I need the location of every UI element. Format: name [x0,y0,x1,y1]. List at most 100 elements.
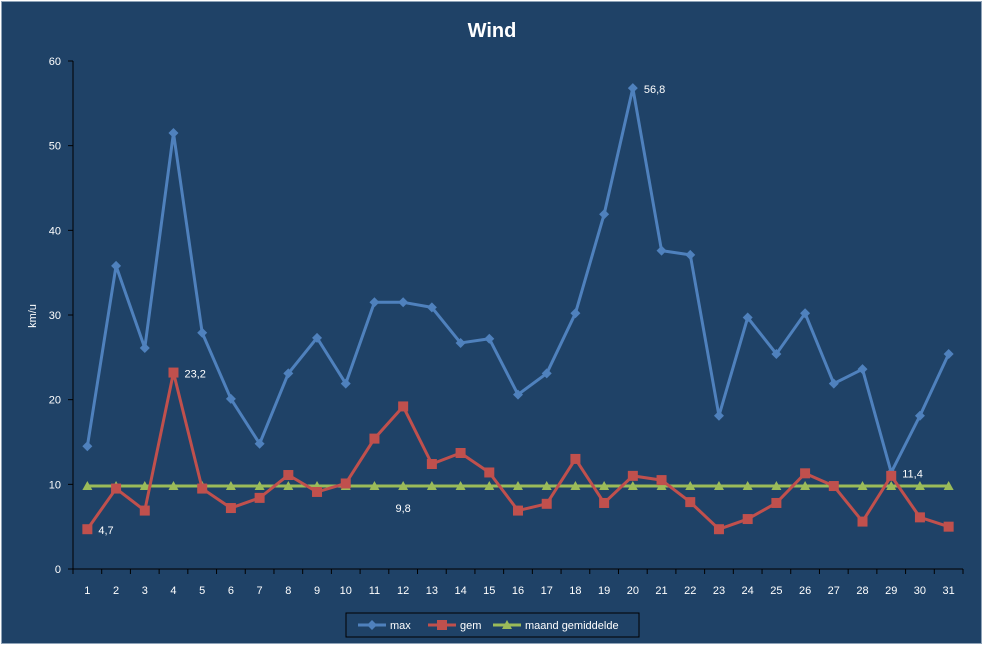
data-point-max [742,312,753,323]
x-tick-label: 22 [684,585,696,597]
data-point-gem [225,503,236,514]
data-point-max [455,337,466,348]
data-point-max [685,249,696,260]
data-point-gem [426,459,437,470]
data-point-max [513,389,523,400]
x-tick-label: 16 [512,585,524,597]
x-tick-label: 11 [369,585,380,597]
x-tick-label: 5 [199,585,205,597]
x-tick-label: 12 [397,585,409,597]
data-point-gem [771,497,782,508]
data-point-max [914,410,925,421]
data-point-gem [886,470,897,481]
data-point-maand-gemiddelde [82,481,93,491]
data-point-max [771,348,782,359]
data-point-gem [111,483,122,494]
data-point-max [570,308,581,319]
data-point-maand-gemiddelde [570,481,581,491]
data-point-maand-gemiddelde [857,481,868,491]
x-tick-label: 14 [454,585,466,597]
data-point-max [713,410,724,421]
y-tick-label: 60 [49,56,61,68]
data-point-maand-gemiddelde [742,481,753,491]
data-point-max [111,260,122,271]
data-point-gem [139,505,150,516]
data-point-maand-gemiddelde [283,481,294,491]
series-line-max [85,86,951,474]
x-tick-label: 17 [541,585,553,597]
x-tick-label: 10 [340,585,352,597]
x-tick-label: 24 [742,585,754,597]
x-tick-label: 30 [914,585,926,597]
series-gem [82,367,954,535]
data-point-maand-gemiddelde [398,481,409,491]
data-point-gem [340,478,351,489]
data-point-maand-gemiddelde [541,481,552,491]
data-point-max [197,327,208,338]
data-label: 23,2 [184,369,205,381]
data-point-max [139,343,150,354]
data-label: 56,8 [644,84,665,96]
legend: max gem maand gemiddelde [345,612,640,638]
data-point-gem [254,492,265,503]
data-labels: 56,8 11,4 23,2 4,7 9,8 [98,84,922,537]
x-tick-label: 9 [314,585,320,597]
data-point-maand-gemiddelde [225,481,236,491]
x-tick-label: 21 [655,585,667,597]
data-point-gem [713,524,724,535]
y-tick-label: 0 [55,564,61,576]
data-point-max [398,297,409,308]
data-point-max [168,127,179,138]
y-tick-label: 40 [49,225,61,237]
x-tick-label: 8 [285,585,291,597]
data-point-gem [398,401,409,412]
x-tick-label: 4 [170,585,176,597]
data-point-max [225,393,236,404]
data-point-gem [800,468,811,479]
data-point-gem [168,367,179,378]
data-point-gem [82,524,93,535]
data-point-gem [943,521,954,532]
x-tick-label: 13 [426,585,438,597]
data-point-gem [828,481,839,492]
y-tick-label: 20 [49,395,61,407]
data-point-max [828,378,839,389]
data-point-gem [197,483,208,494]
x-tick-label: 26 [799,585,811,597]
x-tick-label: 18 [569,585,581,597]
legend-label-maand-gemiddelde: maand gemiddelde [525,620,619,632]
chart-title: Wind [468,20,517,42]
data-point-gem [570,453,581,464]
data-point-gem [484,467,495,478]
x-tick-label: 6 [228,585,234,597]
data-point-max [599,209,610,220]
data-point-maand-gemiddelde [713,481,724,491]
x-tick-label: 19 [598,585,610,597]
data-point-max [369,297,380,308]
data-point-maand-gemiddelde [599,481,610,491]
data-point-max [484,333,495,344]
data-point-max [800,308,811,319]
data-point-maand-gemiddelde [426,481,437,491]
x-tick-label: 28 [856,585,868,597]
x-tick-label: 27 [828,585,840,597]
data-point-max [426,302,437,313]
x-tick-label: 1 [84,585,90,597]
data-point-gem [742,514,753,525]
data-point-max [541,368,552,379]
data-point-max [82,441,93,452]
y-tick-label: 30 [49,310,61,322]
data-label: 9,8 [396,503,411,515]
y-axis-label: km/u [27,304,39,328]
x-tick-label: 3 [142,585,148,597]
data-point-max [943,348,954,359]
data-point-maand-gemiddelde [254,481,265,491]
data-point-maand-gemiddelde [886,481,897,491]
data-point-gem [283,470,294,481]
data-label: 4,7 [98,525,113,537]
data-point-max [627,83,638,94]
data-point-gem [627,470,638,481]
data-point-maand-gemiddelde [656,481,667,491]
